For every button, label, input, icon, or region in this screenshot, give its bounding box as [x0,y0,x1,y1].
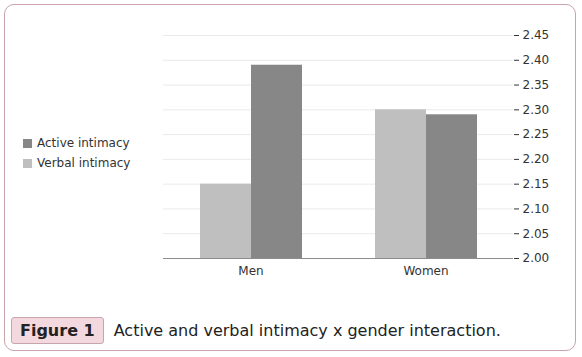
svg-text:2.45: 2.45 [523,28,550,42]
svg-text:2.20: 2.20 [523,152,550,166]
svg-text:2.25: 2.25 [523,127,550,141]
svg-text:2.00: 2.00 [523,251,550,265]
svg-text:2.35: 2.35 [523,78,550,92]
html-text:Figure 1: Figure 1 [20,320,95,340]
html-text:Verbal intimacy: Verbal intimacy [37,156,131,170]
html-text:Active and verbal intimacy x g: Active and verbal intimacy x gender inte… [113,320,501,340]
svg-text:2.40: 2.40 [523,53,550,67]
html-text:Active intimacy: Active intimacy [37,136,130,150]
svg-text:2.30: 2.30 [523,103,550,117]
svg-text:Men: Men [238,264,263,278]
svg-text:2.15: 2.15 [523,177,550,191]
svg-text:2.05: 2.05 [523,227,550,241]
svg-text:Women: Women [403,264,448,278]
svg-text:2.10: 2.10 [523,202,550,216]
